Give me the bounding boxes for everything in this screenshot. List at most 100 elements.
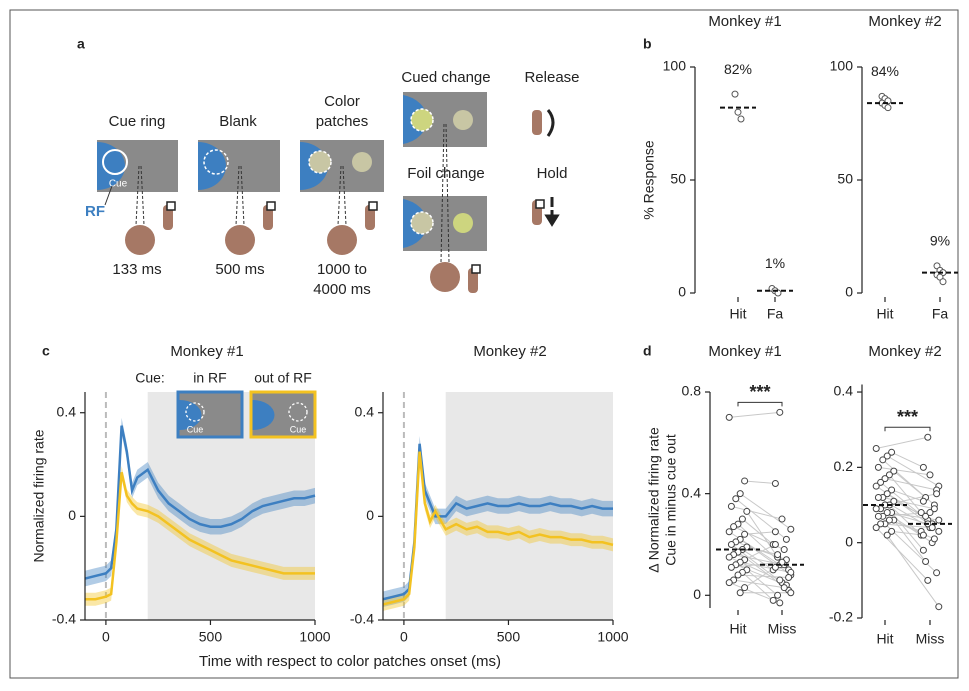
response-label: Hold	[537, 165, 568, 182]
point	[872, 524, 880, 532]
x-tick-label: Hit	[876, 306, 893, 322]
point	[725, 413, 733, 421]
point	[888, 486, 896, 494]
value-label: 1%	[765, 255, 785, 271]
point	[928, 524, 936, 532]
pair-line	[740, 561, 791, 573]
point	[888, 448, 896, 456]
release-arrow	[546, 109, 555, 137]
error-band	[383, 436, 613, 608]
panel-label: c	[42, 343, 50, 359]
point	[736, 589, 744, 597]
y-tick-label: 0	[678, 284, 686, 300]
point	[736, 490, 744, 498]
x-tick-label: Hit	[876, 631, 893, 647]
epoch-label: Foil change	[407, 165, 485, 182]
point	[924, 576, 932, 584]
point	[771, 528, 779, 536]
frame	[9, 9, 959, 679]
patch	[410, 108, 434, 132]
point	[930, 505, 938, 513]
point	[924, 433, 932, 441]
panel-label: d	[643, 343, 652, 359]
point	[930, 535, 938, 543]
point	[738, 515, 746, 523]
y-axis-label: % Response	[641, 140, 657, 220]
y-tick-label: 0	[693, 586, 701, 602]
point	[933, 569, 941, 577]
point	[774, 591, 782, 599]
point	[872, 445, 880, 453]
point	[776, 408, 784, 416]
point	[727, 540, 735, 548]
task-diagram: Cue ring Blank Color patches Cued change…	[85, 69, 580, 298]
cue-ring	[102, 149, 128, 175]
y-tick-label: -0.4	[350, 611, 374, 627]
y-tick-label: 0	[366, 507, 374, 523]
y-tick-label: 0.4	[682, 484, 702, 500]
patch	[352, 152, 372, 172]
pair-line	[729, 411, 780, 418]
point	[727, 563, 735, 571]
point	[778, 515, 786, 523]
point	[890, 497, 898, 505]
panel-label: a	[77, 36, 85, 52]
patch	[410, 211, 434, 235]
point	[787, 589, 795, 597]
pair-line	[746, 569, 778, 596]
x-tick-label: Hit	[729, 621, 746, 637]
pair-line	[889, 504, 922, 536]
value-label: 9%	[930, 233, 950, 249]
y-tick-label: 0.2	[834, 458, 854, 474]
point	[778, 558, 786, 566]
pair-line	[886, 534, 940, 607]
pair-line	[744, 544, 776, 561]
point	[926, 471, 934, 479]
inset-label: Cue	[290, 424, 307, 434]
point	[741, 530, 749, 538]
value-label: 82%	[724, 61, 752, 77]
chart-title: Monkey #2	[868, 13, 941, 30]
legend-label: out of RF	[254, 370, 312, 386]
pair-line	[891, 451, 924, 468]
point	[877, 520, 885, 528]
response-label: Release	[524, 69, 579, 86]
point	[872, 482, 880, 490]
point	[771, 479, 779, 487]
x-tick-label: 0	[102, 629, 110, 645]
point	[890, 467, 898, 475]
pair-line	[733, 579, 785, 589]
y-tick-label: 0	[68, 507, 76, 523]
duration: 500 ms	[215, 261, 264, 278]
gaze-lines	[135, 123, 450, 263]
point	[919, 531, 927, 539]
point	[734, 108, 742, 116]
y-axis-label: Δ Normalized firing rate	[646, 427, 662, 573]
point	[776, 576, 784, 584]
rf	[97, 142, 125, 190]
significance: ***	[897, 407, 918, 427]
point	[725, 528, 733, 536]
significance-bracket	[884, 426, 931, 432]
point	[780, 584, 788, 592]
panel-label: b	[643, 36, 652, 52]
cue-location	[203, 149, 229, 175]
point	[771, 540, 779, 548]
y-tick-label: 100	[830, 58, 854, 74]
x-tick-label: Miss	[768, 621, 797, 637]
point	[935, 603, 943, 611]
pair-line	[742, 518, 774, 545]
patch	[453, 213, 473, 233]
inset-rf	[252, 400, 275, 430]
series-line	[84, 425, 316, 580]
pair-line	[742, 572, 774, 601]
point	[725, 553, 733, 561]
pair-line	[893, 519, 926, 562]
point	[883, 509, 891, 517]
x-tick-label: 500	[199, 629, 223, 645]
point	[885, 516, 893, 524]
point	[743, 507, 751, 515]
y-tick-label: 0.8	[682, 383, 702, 399]
point	[917, 509, 925, 517]
rf	[198, 142, 226, 190]
